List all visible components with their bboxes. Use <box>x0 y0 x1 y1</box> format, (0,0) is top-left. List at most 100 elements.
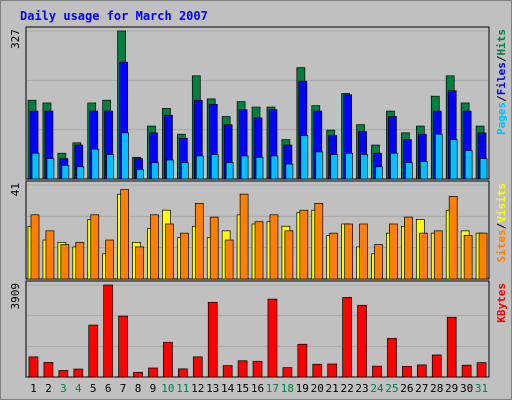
bar-pages <box>121 132 129 180</box>
bar-kbytes <box>431 354 442 378</box>
bar-kbytes <box>476 362 487 378</box>
bar-pages <box>225 162 234 180</box>
bar-kbytes <box>372 365 382 378</box>
bar-pages <box>76 166 85 180</box>
bar-kbytes <box>461 364 472 378</box>
bar-sites <box>45 230 55 280</box>
bar-pages <box>210 154 219 180</box>
bar-sites <box>269 214 279 280</box>
bar-sites <box>433 230 443 280</box>
bar-sites <box>478 232 488 280</box>
x-tick-label: 5 <box>90 382 97 395</box>
bar-pages <box>181 162 189 180</box>
bar-kbytes <box>207 301 218 378</box>
bar-sites <box>75 241 85 280</box>
bar-pages <box>46 158 55 180</box>
legend-item: / <box>495 222 508 229</box>
x-tick-label: 12 <box>191 382 204 395</box>
bar-kbytes <box>387 337 397 378</box>
bar-pages <box>390 152 398 180</box>
legend-item: Hits <box>495 29 508 56</box>
x-tick-label: 13 <box>206 382 219 395</box>
bar-pages <box>106 154 115 180</box>
ymax-label-bottom: 3909 <box>9 283 22 310</box>
bar-kbytes <box>282 367 293 378</box>
bar-kbytes <box>222 365 233 378</box>
bar-sites <box>209 216 219 280</box>
bar-sites <box>165 223 174 280</box>
bar-pages <box>61 165 70 180</box>
bar-pages <box>300 135 309 180</box>
bar-kbytes <box>267 298 278 378</box>
ymax-label-top: 327 <box>9 29 22 49</box>
x-tick-label: 2 <box>45 382 52 395</box>
x-tick-label: 4 <box>75 382 82 395</box>
bar-sites <box>150 214 159 280</box>
bar-kbytes <box>148 367 158 378</box>
bar-sites <box>463 235 473 280</box>
bar-sites <box>284 230 294 280</box>
bar-sites <box>344 223 353 280</box>
bar-pages <box>285 163 294 180</box>
bar-sites <box>90 214 100 280</box>
x-tick-label: 14 <box>221 382 235 395</box>
x-tick-label: 17 <box>266 382 279 395</box>
legend-item: Sites <box>495 229 508 262</box>
bar-kbytes <box>43 362 54 378</box>
bar-sites <box>299 209 309 280</box>
bar-sites <box>448 196 458 280</box>
bar-kbytes <box>28 356 39 378</box>
x-tick-label: 1 <box>30 382 37 395</box>
bar-kbytes <box>312 363 323 378</box>
legend-item: Visits <box>495 183 508 223</box>
x-tick-label: 22 <box>340 382 353 395</box>
bar-sites <box>135 246 144 280</box>
bar-sites <box>359 223 368 280</box>
legend-item: / <box>495 95 508 102</box>
x-tick-label: 3 <box>60 382 67 395</box>
bar-sites <box>30 214 40 280</box>
x-tick-label: 6 <box>105 382 112 395</box>
bar-kbytes <box>446 316 457 378</box>
x-tick-label: 21 <box>326 382 339 395</box>
bar-kbytes <box>118 315 128 378</box>
bar-sites <box>239 193 249 280</box>
bar-kbytes <box>58 370 69 378</box>
bar-pages <box>375 166 383 180</box>
legend-bottom: KBytes <box>495 283 508 323</box>
bar-pages <box>166 159 174 180</box>
bar-pages <box>434 133 443 180</box>
bar-pages <box>464 150 473 180</box>
legend-item: / <box>495 55 508 62</box>
x-tick-label: 29 <box>445 382 458 395</box>
x-tick-label: 27 <box>415 382 428 395</box>
bar-pages <box>449 139 458 180</box>
x-tick-label: 25 <box>385 382 398 395</box>
bar-pages <box>255 156 264 180</box>
bar-pages <box>360 154 368 180</box>
bar-sites <box>180 232 189 280</box>
x-tick-label: 20 <box>311 382 324 395</box>
bar-kbytes <box>88 324 99 378</box>
bar-kbytes <box>163 341 173 378</box>
bar-sites <box>389 223 398 280</box>
bar-kbytes <box>402 366 412 378</box>
x-tick-label: 15 <box>236 382 249 395</box>
x-tick-label: 11 <box>176 382 189 395</box>
bar-sites <box>329 232 339 280</box>
bar-pages <box>270 155 279 180</box>
bar-pages <box>195 155 204 180</box>
bar-kbytes <box>178 368 188 378</box>
x-tick-label: 30 <box>460 382 473 395</box>
bar-pages <box>345 152 353 180</box>
legend-item: Pages <box>495 102 508 135</box>
x-tick-label: 28 <box>430 382 443 395</box>
bar-pages <box>405 162 413 180</box>
bar-kbytes <box>357 304 367 378</box>
x-tick-label: 23 <box>355 382 368 395</box>
legend-top: Pages/Files/Hits <box>495 29 508 135</box>
bar-kbytes <box>342 297 352 378</box>
bar-pages <box>315 151 324 180</box>
bar-sites <box>418 232 428 280</box>
x-tick-label: 26 <box>400 382 413 395</box>
